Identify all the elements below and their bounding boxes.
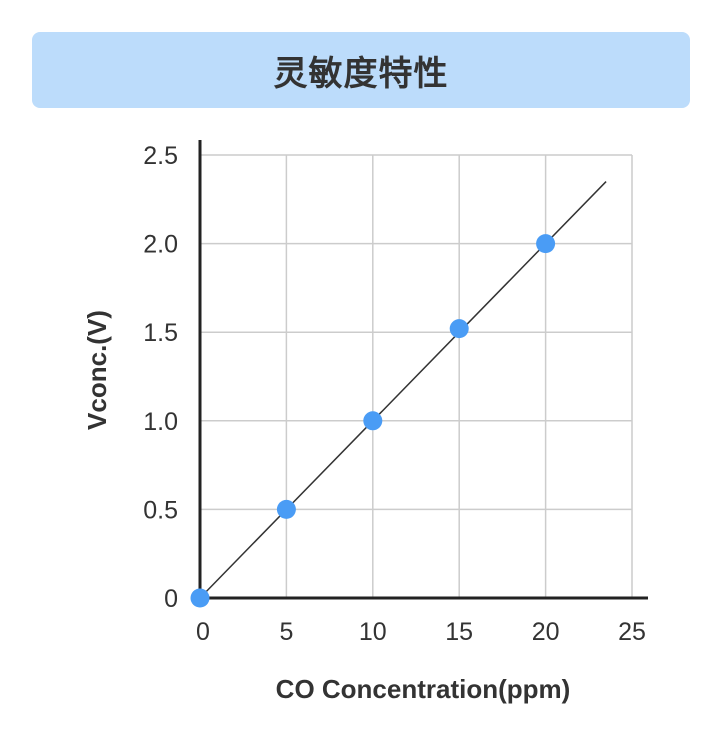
x-axis-title: CO Concentration(ppm) xyxy=(276,674,571,704)
x-tick-label: 10 xyxy=(359,618,387,646)
x-tick-labels: 0 5 10 15 20 25 xyxy=(196,618,646,646)
x-tick-label: 20 xyxy=(532,618,560,646)
y-tick-label: 1.5 xyxy=(143,319,178,347)
chart-title: 灵敏度特性 xyxy=(273,53,449,94)
trend-line xyxy=(199,181,607,599)
y-axis-title: Vconc.(V) xyxy=(82,310,112,430)
y-tick-label: 0 xyxy=(164,585,178,613)
grid-lines xyxy=(200,154,633,598)
y-tick-label: 1.0 xyxy=(143,408,178,436)
data-point xyxy=(276,499,296,519)
x-tick-label: 15 xyxy=(445,618,473,646)
x-tick-label: 5 xyxy=(279,618,293,646)
x-tick-label: 0 xyxy=(196,618,210,646)
y-tick-label: 2.5 xyxy=(143,142,178,170)
x-tick-label: 25 xyxy=(618,618,646,646)
y-tick-label: 0.5 xyxy=(143,496,178,524)
data-points xyxy=(190,234,556,608)
axes xyxy=(198,140,648,600)
trend-line-group xyxy=(199,181,607,599)
data-point xyxy=(363,411,383,431)
y-tick-labels: 0 0.5 1.0 1.5 2.0 2.5 xyxy=(143,142,178,613)
data-point xyxy=(536,234,556,254)
data-point xyxy=(190,588,210,608)
y-tick-label: 2.0 xyxy=(143,231,178,259)
title-banner: 灵敏度特性 xyxy=(32,32,690,108)
data-point xyxy=(449,319,469,339)
